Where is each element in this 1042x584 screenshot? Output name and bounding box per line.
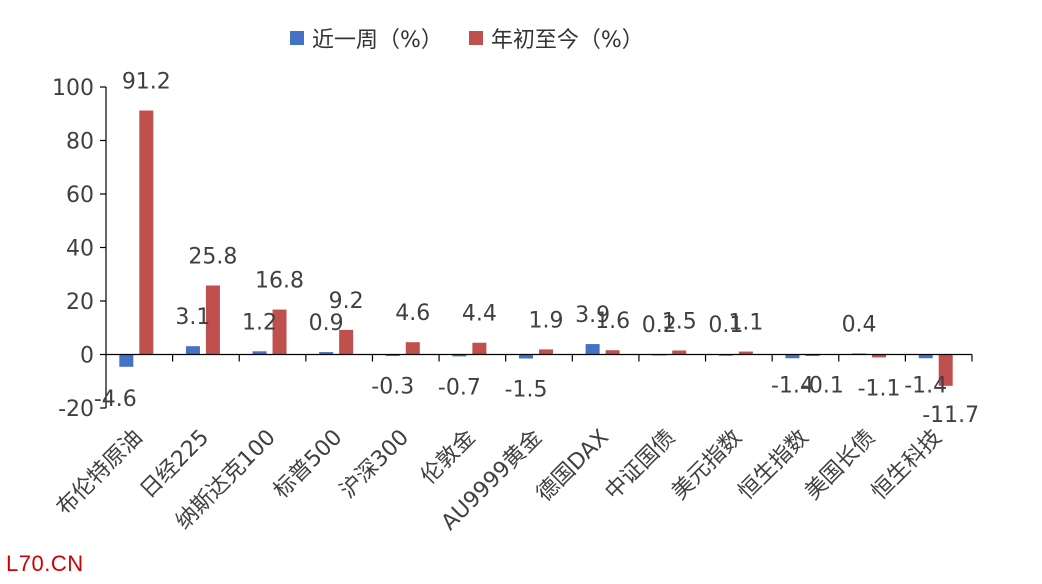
- data-label-week: 0.4: [842, 312, 877, 337]
- category-label: 美国长债: [800, 425, 880, 505]
- bar-ytd: [405, 342, 420, 355]
- legend-swatch-week: [290, 31, 304, 45]
- data-label-week: 0.9: [309, 311, 344, 336]
- data-label-ytd: 9.2: [329, 289, 364, 314]
- data-label-week: 1.2: [242, 310, 277, 335]
- data-label-ytd: 4.6: [395, 301, 430, 326]
- category-label: 美元指数: [667, 425, 747, 505]
- category-label: 布伦特原油: [52, 425, 147, 520]
- data-label-ytd: 1.5: [662, 309, 697, 334]
- bar-week: [918, 354, 933, 359]
- category-label: 中证国债: [601, 425, 681, 505]
- bar-week: [385, 354, 400, 356]
- data-label-ytd: 91.2: [122, 70, 171, 95]
- category-label: 沪深300: [336, 425, 414, 503]
- data-label-ytd: 1.9: [529, 308, 564, 333]
- data-label-week: -0.3: [371, 374, 414, 399]
- data-label-ytd: 25.8: [188, 244, 237, 269]
- y-axis: -20 0 20 40 60 80 100: [52, 76, 107, 422]
- data-label-week: -1.5: [505, 378, 548, 403]
- bar-ytd: [139, 110, 154, 355]
- legend-label-week: 近一周（%）: [312, 28, 443, 53]
- legend: 近一周（%） 年初至今（%）: [290, 22, 670, 54]
- bar-ytd: [872, 354, 887, 358]
- legend-swatch-ytd: [468, 31, 483, 45]
- watermark: L70.CN: [6, 551, 84, 576]
- data-label-ytd: -11.7: [922, 403, 979, 428]
- legend-item-week: 近一周（%）: [290, 22, 443, 54]
- bar-ytd: [938, 354, 953, 386]
- bar-ytd: [272, 309, 287, 355]
- bar-week: [785, 354, 800, 359]
- bar-ytd: [472, 342, 487, 355]
- y-tick-label: 40: [66, 237, 94, 262]
- legend-item-ytd: 年初至今（%）: [468, 22, 644, 54]
- bar-ytd: [539, 349, 553, 355]
- data-label-ytd: -0.1: [801, 374, 844, 399]
- data-label-week: -4.6: [94, 387, 137, 412]
- bar-week: [319, 352, 334, 355]
- bar-week: [185, 346, 200, 355]
- data-label-week: 3.9: [575, 303, 610, 328]
- y-tick-label: 100: [52, 76, 94, 101]
- bar-ytd: [205, 285, 220, 355]
- x-axis: [106, 353, 973, 362]
- data-label-week: 3.1: [175, 305, 210, 330]
- y-tick-label: 20: [66, 290, 94, 315]
- bar-ytd: [605, 350, 620, 355]
- bar-ytd: [339, 329, 354, 355]
- data-label-ytd: 1.6: [595, 309, 630, 334]
- category-label: 恒生科技: [867, 425, 947, 505]
- category-label: 恒生指数: [734, 425, 814, 505]
- bar-week: [252, 351, 267, 355]
- category-label: 伦敦金: [416, 425, 480, 489]
- data-label-week: 0.1: [708, 313, 743, 338]
- bar-week: [519, 354, 533, 359]
- data-label-ytd: 1.1: [728, 311, 763, 336]
- category-label: 德国DAX: [532, 425, 614, 507]
- data-label-week: -0.7: [438, 375, 481, 400]
- y-tick-label: -20: [58, 397, 94, 422]
- data-label-ytd: -1.1: [858, 376, 901, 401]
- y-tick-label: 80: [66, 130, 94, 155]
- bar-week: [585, 344, 600, 355]
- bar-week: [119, 354, 134, 367]
- bar-ytd: [738, 351, 753, 355]
- category-label: 标普500: [269, 425, 347, 503]
- data-label-ytd: 16.8: [255, 269, 304, 294]
- data-labels: -4.6 91.2 3.1 25.8 1.2 16.80.99.2 -0.3 4.6 -0.7 4…: [94, 70, 979, 428]
- bar-ytd: [672, 350, 687, 355]
- data-label-week: 0.2: [642, 313, 677, 338]
- data-label-ytd: 4.4: [462, 302, 497, 327]
- legend-label-ytd: 年初至今（%）: [490, 28, 644, 53]
- data-label-week: -1.4: [771, 374, 814, 399]
- data-label-week: -1.4: [904, 374, 947, 399]
- bar-group: [119, 110, 953, 386]
- bar-ytd: [805, 354, 820, 356]
- y-tick-label: 0: [80, 344, 94, 369]
- bar-week: [452, 354, 467, 357]
- y-tick-label: 60: [66, 183, 94, 208]
